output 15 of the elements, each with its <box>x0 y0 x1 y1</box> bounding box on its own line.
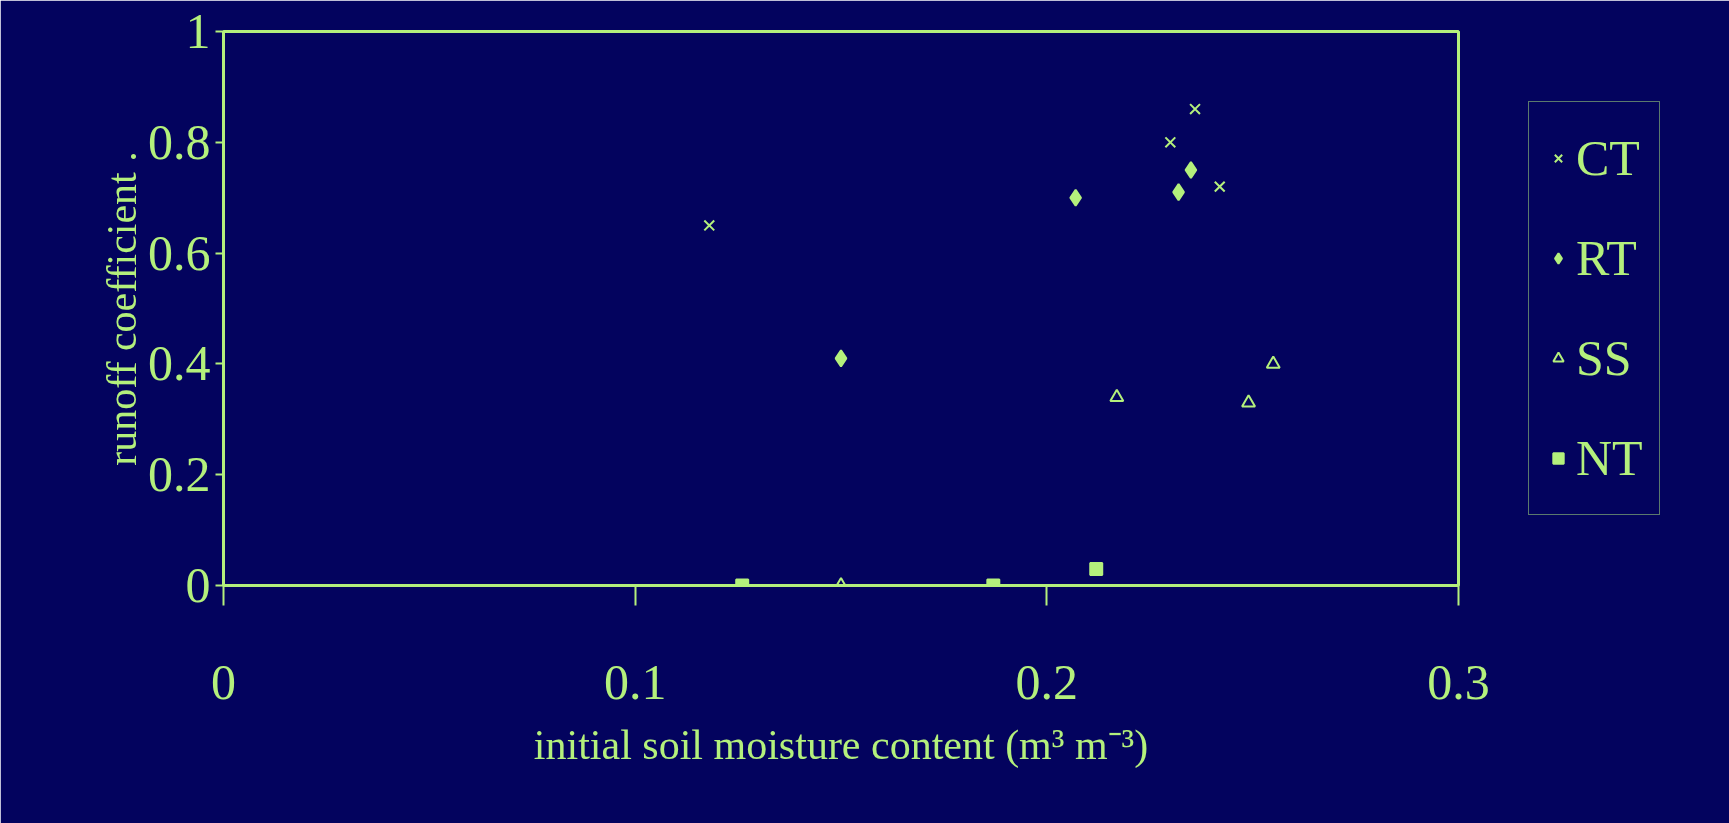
y-tick-label: 0.2 <box>148 446 211 503</box>
x-tick-label: 0.3 <box>1427 653 1490 710</box>
x-axis-title: initial soil moisture content (m³ m⁻³) <box>533 721 1149 769</box>
y-axis-title: runoff coefficient . <box>99 151 145 466</box>
x-tick-label: 0.1 <box>603 653 667 710</box>
x-tick-label: 0.2 <box>1015 653 1079 710</box>
legend-label: CT <box>1576 129 1640 188</box>
y-tick-label: 0.4 <box>148 335 211 392</box>
y-tick-label: 0 <box>185 557 211 613</box>
legend-label: NT <box>1576 429 1643 488</box>
y-tick-label: 0.8 <box>148 113 211 170</box>
y-tick-label: 0.6 <box>148 224 211 281</box>
legend-label: RT <box>1576 229 1637 288</box>
y-tick-label: 1 <box>185 3 211 59</box>
legend-label: SS <box>1576 329 1632 388</box>
